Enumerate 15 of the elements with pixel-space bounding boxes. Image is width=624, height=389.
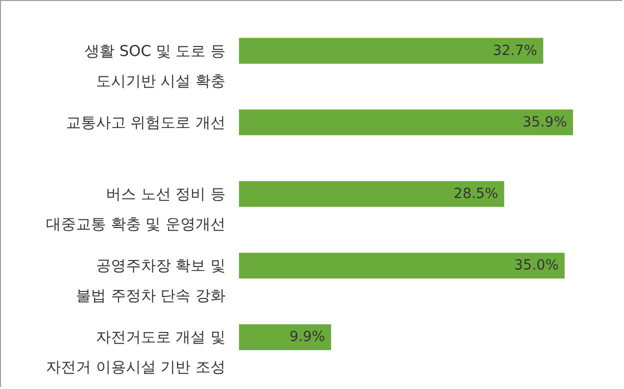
y-tick-label: 버스 노선 정비 등 대중교통 확충 및 운영개선: [46, 185, 226, 233]
bar: [239, 252, 565, 278]
bar: [239, 181, 504, 207]
data-label: 35.0%: [514, 258, 559, 274]
y-tick-label: 공영주차장 확보 및 불법 주정차 단속 강화: [76, 256, 226, 305]
data-label: 9.9%: [290, 329, 326, 346]
bar: [239, 324, 332, 350]
bar: [239, 110, 573, 136]
y-tick-label: 생활 SOC 및 도로 등 도시기반 시설 확충: [84, 42, 226, 90]
data-label: 32.7%: [492, 42, 538, 59]
data-label: 35.9%: [522, 114, 567, 130]
y-tick-label: 교통사고 위험도로 개선: [66, 113, 226, 132]
data-label: 28.5%: [454, 186, 498, 202]
y-tick-label: 자전거도로 개설 및 자전거 이용시설 기반 조성: [46, 328, 226, 376]
bar: [239, 38, 544, 64]
